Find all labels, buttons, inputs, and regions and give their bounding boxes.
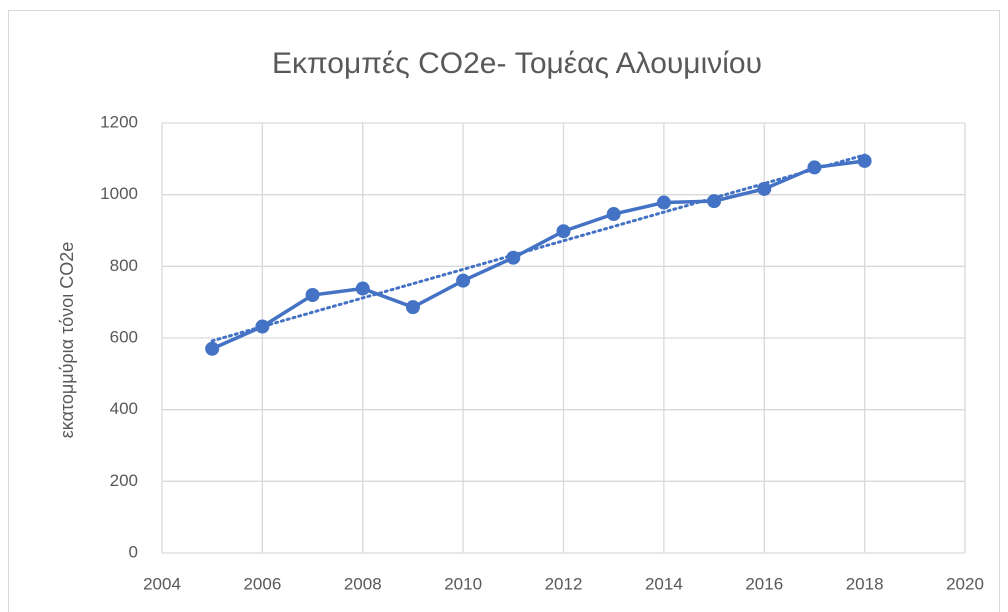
y-tick-label: 200: [110, 471, 138, 490]
x-tick-label: 2018: [846, 574, 884, 593]
x-tick-label: 2016: [745, 574, 783, 593]
data-point: [857, 153, 872, 168]
x-tick-label: 2008: [344, 574, 382, 593]
series-line: [211, 159, 865, 351]
y-axis-label: εκατομμύρια τόνοι CO2e: [57, 242, 77, 438]
y-tick-label: 400: [110, 399, 138, 418]
x-tick-label: 2012: [545, 574, 583, 593]
trendline: [210, 153, 867, 343]
data-point: [807, 160, 822, 175]
x-tick-label: 2020: [946, 574, 984, 593]
data-point: [456, 273, 471, 288]
x-tick-label: 2006: [243, 574, 281, 593]
x-tick-label: 2014: [645, 574, 683, 593]
chart-title: Εκπομπές CO2e- Τομέας Αλουμινίου: [272, 47, 762, 80]
data-point: [707, 194, 722, 209]
y-tick-label: 600: [110, 327, 138, 346]
data-point: [556, 224, 571, 239]
y-tick-label: 800: [110, 256, 138, 275]
x-tick-label: 2004: [143, 574, 181, 593]
data-point: [606, 207, 621, 222]
data-point: [656, 195, 671, 210]
chart-border: [8, 10, 1000, 612]
data-point: [405, 300, 420, 315]
y-tick-label: 0: [129, 542, 138, 561]
y-tick-label: 1200: [100, 112, 138, 131]
data-point: [205, 341, 220, 356]
data-point: [757, 181, 772, 196]
y-tick-label: 1000: [100, 184, 138, 203]
data-point: [506, 250, 521, 265]
data-point: [255, 319, 270, 334]
data-point: [355, 281, 370, 296]
x-tick-label: 2010: [444, 574, 482, 593]
data-point: [305, 288, 320, 302]
